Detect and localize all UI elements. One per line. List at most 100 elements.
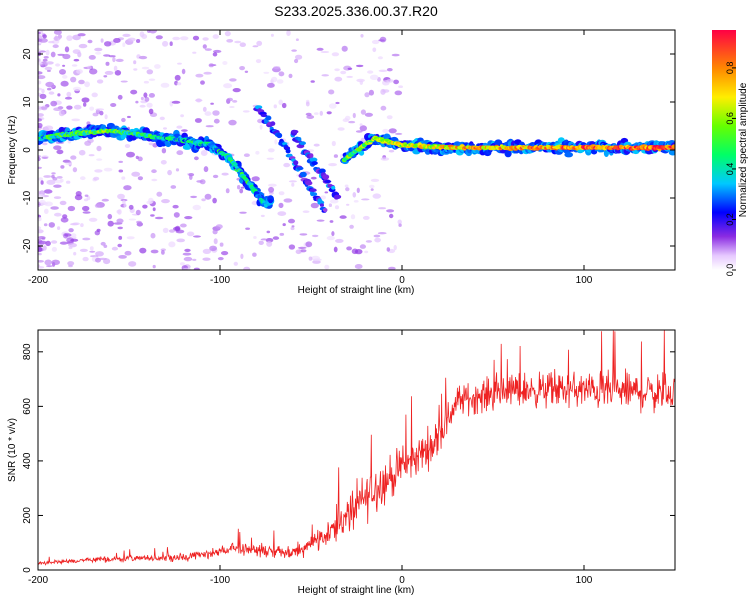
colorbar-label: Normalized spectral amplitude: [738, 82, 749, 217]
noise-blob: [194, 118, 202, 123]
noise-blob: [378, 69, 388, 73]
noise-blob: [100, 241, 106, 246]
noise-blob: [152, 264, 156, 269]
colorbar: 0.0 0.2 0.4 0.6 0.8 Normalized spectral ampl…: [712, 30, 749, 276]
snr-plot: [38, 330, 675, 566]
noise-blob: [169, 229, 175, 233]
noise-blob: [113, 38, 121, 43]
noise-blob: [135, 100, 139, 104]
noise-blob: [331, 140, 336, 147]
noise-blob: [240, 253, 244, 259]
noise-blob: [66, 105, 73, 110]
ridge-blob: [276, 132, 283, 139]
noise-blob: [118, 169, 124, 173]
noise-blob: [161, 250, 165, 255]
noise-blob: [123, 185, 132, 191]
noise-blob: [143, 80, 149, 84]
noise-blob: [205, 125, 214, 128]
noise-blob: [117, 226, 123, 230]
noise-blob: [66, 91, 72, 97]
noise-blob: [44, 208, 49, 214]
ridge-blob: [300, 171, 307, 178]
noise-blob: [127, 37, 136, 42]
noise-blob: [310, 176, 317, 180]
noise-blob: [45, 49, 50, 56]
noise-blob: [42, 142, 48, 146]
noise-blob: [267, 148, 275, 153]
noise-blob: [221, 251, 229, 256]
noise-blob: [105, 61, 110, 66]
noise-blob: [137, 156, 143, 162]
noise-blob: [59, 200, 67, 206]
noise-blob: [394, 90, 403, 96]
noise-blob: [349, 224, 354, 229]
noise-blob: [172, 36, 181, 41]
noise-blob: [355, 130, 363, 133]
noise-blob: [176, 82, 182, 86]
noise-blob: [195, 98, 202, 103]
noise-blob: [286, 30, 291, 36]
y-tick-label: 0: [22, 147, 33, 153]
noise-blob: [339, 215, 347, 219]
noise-blob: [295, 38, 299, 41]
noise-blob: [133, 60, 137, 65]
noise-blob: [173, 212, 180, 218]
noise-blob: [39, 199, 46, 206]
noise-blob: [380, 105, 387, 111]
noise-blob: [176, 125, 183, 129]
noise-blob: [133, 68, 138, 71]
noise-blob: [209, 245, 218, 251]
noise-blob: [386, 247, 390, 252]
figure-title: S233.2025.336.00.37.R20: [274, 3, 438, 19]
noise-blob: [150, 232, 156, 239]
noise-blob: [393, 79, 399, 85]
noise-blob: [144, 96, 150, 102]
noise-blob: [45, 240, 51, 247]
noise-blob: [341, 45, 348, 52]
noise-blob: [233, 261, 238, 266]
noise-blob: [213, 238, 218, 245]
noise-blob: [291, 182, 295, 187]
noise-blob: [329, 103, 337, 109]
noise-blob: [169, 41, 173, 46]
noise-blob: [331, 52, 340, 57]
noise-blob: [288, 180, 297, 183]
noise-blob: [371, 39, 380, 45]
noise-blob: [256, 40, 263, 47]
noise-blob: [277, 211, 287, 217]
noise-blob: [96, 145, 102, 152]
noise-blob: [386, 209, 395, 213]
noise-blob: [203, 166, 209, 173]
noise-blob: [137, 176, 143, 181]
ridge-blob: [309, 188, 317, 192]
noise-blob: [184, 248, 191, 252]
noise-blob: [278, 71, 285, 77]
noise-blob: [53, 107, 62, 111]
x-tick-label: -100: [210, 275, 230, 286]
noise-blob: [378, 207, 387, 210]
spectrogram-heat: [38, 30, 675, 270]
noise-blob: [329, 220, 334, 223]
noise-blob: [389, 213, 394, 219]
noise-blob: [110, 103, 117, 107]
noise-blob: [139, 31, 145, 38]
ridge-blob: [285, 148, 291, 154]
spectrogram-y-label: Frequency (Hz): [7, 116, 18, 185]
noise-blob: [59, 178, 64, 183]
noise-blob: [193, 235, 201, 238]
noise-blob: [215, 224, 223, 230]
noise-blob: [202, 257, 211, 261]
noise-blob: [331, 231, 335, 237]
noise-blob: [38, 62, 43, 65]
noise-blob: [118, 160, 123, 163]
ridge-blob: [297, 137, 302, 142]
noise-blob: [53, 184, 62, 188]
noise-blob: [82, 237, 91, 241]
noise-blob: [62, 75, 68, 79]
x-tick-label: 100: [576, 575, 593, 586]
noise-blob: [328, 89, 335, 95]
noise-blob: [141, 66, 150, 70]
noise-blob: [38, 252, 42, 256]
